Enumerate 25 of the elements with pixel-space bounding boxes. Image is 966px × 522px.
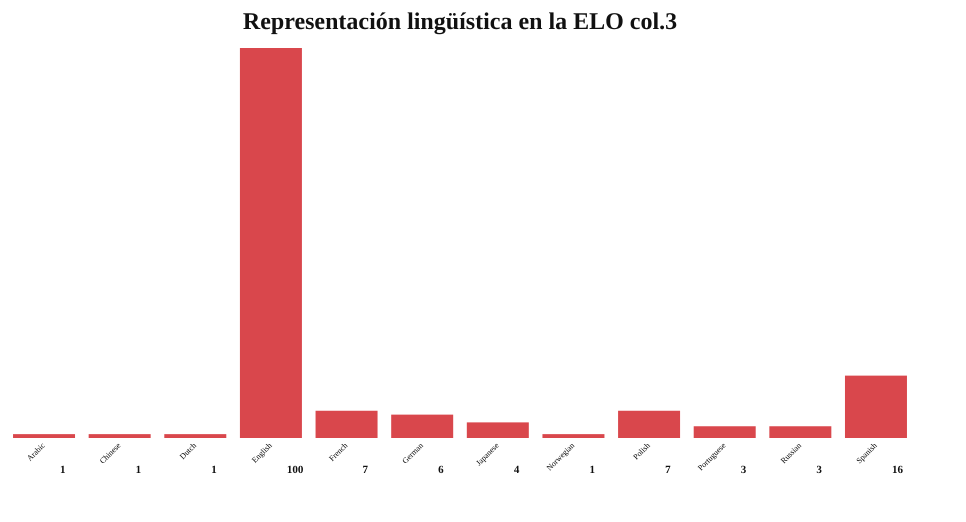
data-label: 7 bbox=[665, 464, 672, 476]
bar bbox=[618, 410, 680, 438]
data-label: 1 bbox=[60, 464, 66, 476]
data-label: 4 bbox=[514, 464, 520, 476]
data-label: 1 bbox=[211, 464, 217, 476]
bar bbox=[240, 48, 302, 438]
bar bbox=[88, 434, 151, 438]
bar bbox=[694, 426, 756, 438]
data-label: 3 bbox=[740, 464, 747, 476]
bar bbox=[316, 410, 378, 438]
bar bbox=[466, 422, 529, 438]
data-label: 1 bbox=[589, 464, 595, 476]
bar bbox=[164, 434, 226, 438]
bar bbox=[844, 376, 907, 438]
bar bbox=[391, 414, 454, 438]
bar bbox=[769, 426, 832, 438]
bar bbox=[13, 434, 76, 438]
data-label: 7 bbox=[362, 464, 369, 476]
data-label: 1 bbox=[136, 464, 142, 476]
data-label: 3 bbox=[816, 464, 822, 476]
data-label: 100 bbox=[286, 464, 304, 476]
chart-title: Representación lingüística en la ELO col.3 bbox=[242, 9, 678, 35]
data-label: 6 bbox=[438, 464, 444, 476]
bar bbox=[542, 434, 604, 438]
data-label: 16 bbox=[892, 464, 904, 476]
